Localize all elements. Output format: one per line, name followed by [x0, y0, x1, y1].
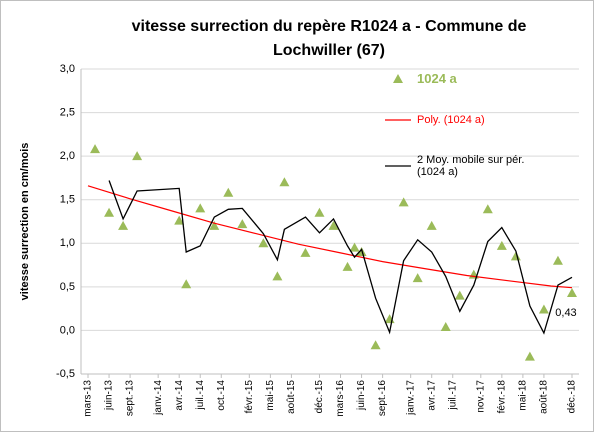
x-tick-label: juil.-17	[447, 380, 458, 411]
legend-label: 2 Moy. mobile sur pér. (1024 a)	[417, 154, 525, 178]
x-tick-label: août-15	[286, 380, 297, 414]
x-tick-label: janv.-17	[405, 380, 416, 416]
series-line	[87, 185, 573, 289]
data-point	[482, 204, 493, 214]
data-point	[454, 290, 465, 300]
data-point	[174, 215, 185, 225]
legend-entry: 2 Moy. mobile sur pér. (1024 a)	[385, 154, 545, 178]
x-tick-label: sept.-16	[377, 380, 388, 417]
data-point	[524, 351, 535, 361]
chart-title: vitesse surrection du repère R1024 a - C…	[131, 18, 527, 59]
data-point	[104, 207, 115, 217]
data-point	[440, 321, 451, 331]
data-point	[195, 203, 206, 213]
data-point	[181, 279, 192, 289]
x-tick-label: avr.-17	[426, 380, 437, 411]
x-tick-label: déc.-15	[314, 380, 325, 414]
data-point	[314, 207, 325, 217]
data-point	[223, 187, 234, 197]
x-tick-label: nov.-17	[475, 380, 486, 413]
data-point	[300, 247, 311, 257]
data-point	[510, 251, 521, 261]
series-line	[108, 180, 573, 335]
data-point	[496, 240, 507, 250]
data-point	[90, 144, 101, 154]
y-tick-label: -0,5	[56, 368, 75, 380]
x-tick-label: sept.-13	[125, 380, 136, 417]
x-tick-label: mai-15	[265, 380, 276, 411]
data-point	[426, 220, 437, 230]
legend-entry: 1024 a	[385, 71, 545, 86]
data-point	[412, 273, 423, 283]
x-tick-label: août-18	[539, 380, 550, 414]
x-tick-label: mai-18	[518, 380, 529, 411]
x-tick-label: janv.-14	[153, 380, 164, 416]
x-tick-label: févr.-15	[244, 380, 255, 414]
data-label: 0,43	[555, 307, 576, 319]
legend-marker	[393, 73, 403, 83]
y-tick-label: 1,0	[60, 237, 75, 249]
data-point	[209, 220, 220, 230]
x-tick-label: mars-16	[335, 380, 346, 417]
data-point	[398, 197, 409, 207]
data-point	[349, 242, 360, 252]
data-point	[342, 261, 353, 271]
x-tick-label: févr.-18	[496, 380, 507, 414]
x-tick-label: mars-13	[83, 380, 94, 417]
data-point	[538, 304, 549, 314]
data-point	[237, 219, 248, 229]
x-tick-label: déc.-18	[567, 380, 578, 414]
data-point	[132, 151, 143, 161]
data-point	[118, 220, 129, 230]
data-point	[279, 177, 290, 187]
data-point	[258, 238, 269, 248]
legend-swatch	[385, 119, 411, 121]
x-tick-label: oct.-14	[216, 380, 227, 411]
data-point	[328, 220, 339, 230]
legend-label: Poly. (1024 a)	[417, 114, 485, 126]
data-point	[272, 271, 283, 281]
y-tick-label: 2,5	[60, 106, 75, 118]
x-tick-label: juil.-14	[195, 380, 206, 411]
x-tick-label: avr.-14	[174, 380, 185, 411]
y-axis-label: vitesse surrection en cm/mois	[19, 143, 31, 301]
data-point	[370, 340, 381, 350]
data-point	[566, 287, 577, 297]
y-tick-label: 3,0	[60, 63, 75, 75]
y-tick-label: 0,5	[60, 281, 75, 293]
legend-entry: Poly. (1024 a)	[385, 114, 545, 126]
data-point	[552, 255, 563, 265]
legend-swatch	[393, 73, 403, 83]
y-tick-label: 2,0	[60, 150, 75, 162]
x-tick-label: juin-13	[104, 380, 115, 411]
y-tick-label: 0,0	[60, 324, 75, 336]
x-tick-label: juin-16	[356, 380, 367, 411]
y-tick-label: 1,5	[60, 194, 75, 206]
legend-swatch	[385, 165, 411, 167]
legend-label: 1024 a	[417, 71, 457, 86]
legend: 1024 a Poly. (1024 a) 2 Moy. mobile sur pé…	[385, 71, 545, 206]
